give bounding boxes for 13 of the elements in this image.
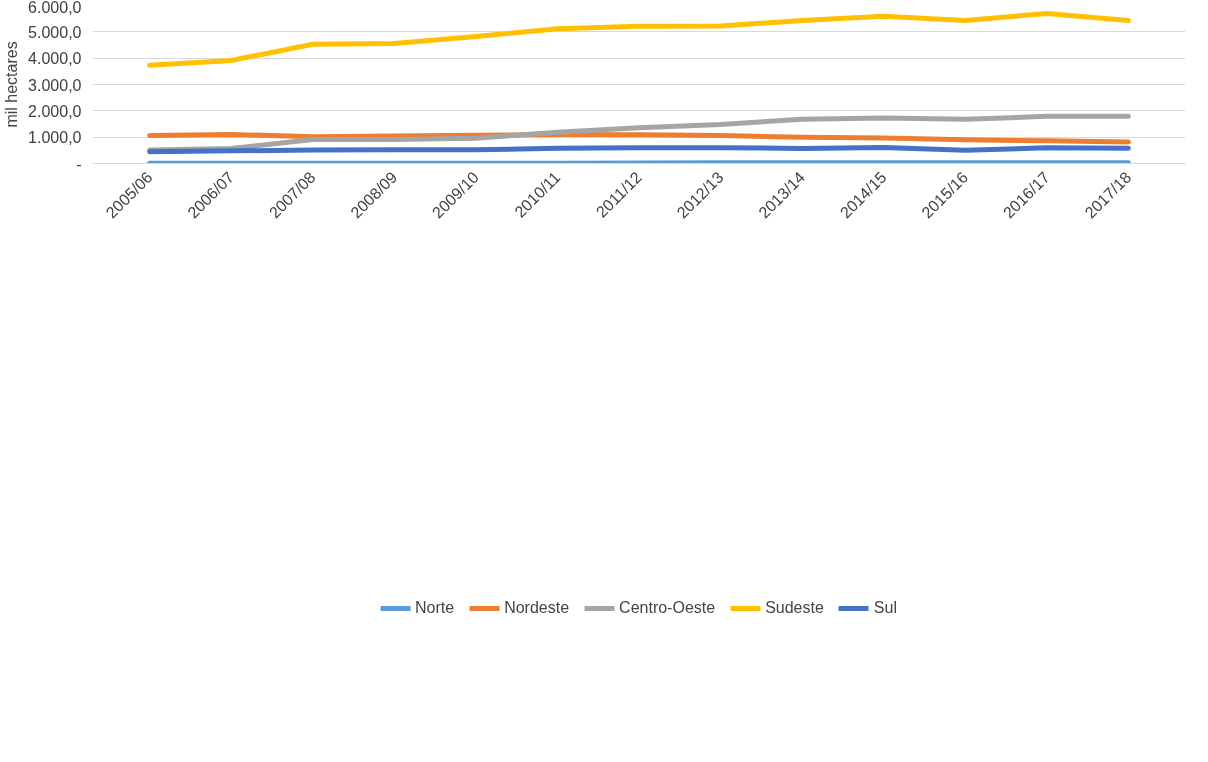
y-tick-label: 2.000,0	[28, 102, 82, 120]
y-tick-label: 1.000,0	[28, 129, 82, 147]
y-tick-label: 5.000,0	[28, 23, 82, 41]
legend-label: Nordeste	[504, 598, 570, 617]
y-axis-title: mil hectares	[3, 41, 21, 128]
y-tick-label: 6.000,0	[28, 0, 82, 16]
legend-label: Sudeste	[765, 598, 824, 617]
y-tick-label: 4.000,0	[28, 50, 82, 68]
legend-label: Norte	[415, 598, 455, 617]
y-tick-label: -	[76, 155, 82, 173]
legend-label: Centro-Oeste	[619, 598, 716, 617]
y-tick-label: 3.000,0	[28, 76, 82, 94]
legend-label: Sul	[873, 598, 897, 617]
